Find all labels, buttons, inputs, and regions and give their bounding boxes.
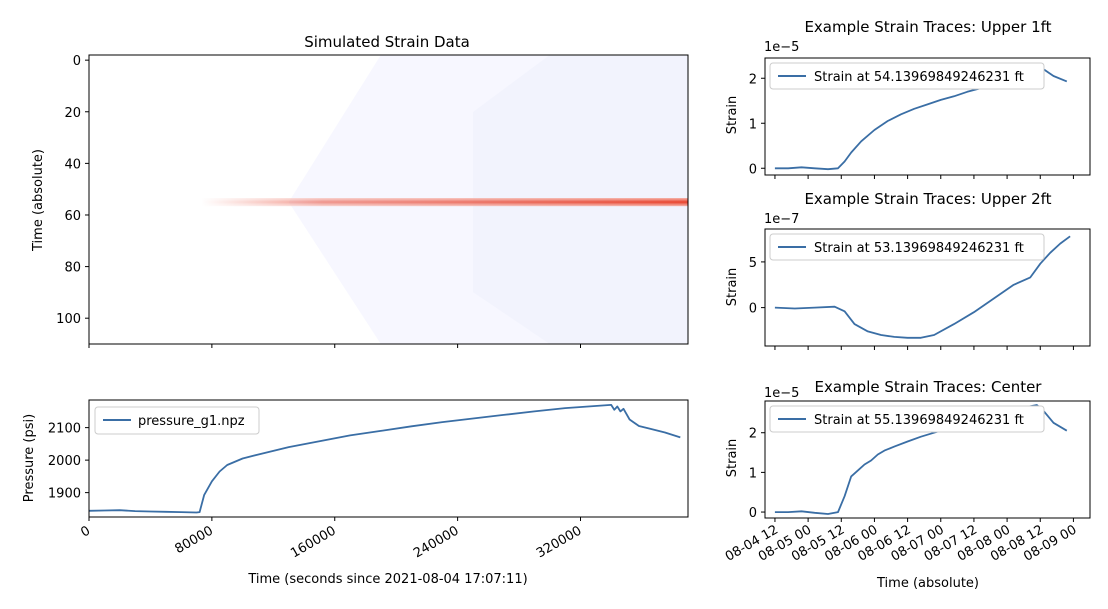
heatmap-panel: Simulated Strain Data Time (absolute) 0 2…: [31, 33, 689, 348]
trace-upper-2ft-y-tick-label: 5: [749, 256, 757, 271]
pressure-plot-area: [88, 399, 689, 518]
trace-center-title: Example Strain Traces: Center: [815, 378, 1043, 396]
heatmap-strain-band-shade: [201, 198, 688, 207]
heatmap-x-ticks: [88, 344, 581, 348]
pressure-frame: [88, 399, 689, 518]
pressure-y-ticks: 1900 2000 2100: [48, 422, 89, 502]
heatmap-y-tick-label: 40: [64, 157, 81, 172]
trace-upper-1ft-y-tick-label: 2: [749, 72, 757, 87]
trace-panel-upper-1ft: Example Strain Traces: Upper 1ft 1e−5 St…: [725, 18, 1091, 177]
heatmap-y-tick-label: 0: [73, 54, 81, 69]
pressure-x-tick-label: 160000: [288, 523, 338, 561]
pressure-x-ticks: 0 80000 160000 240000 320000: [78, 517, 584, 561]
heatmap-y-tick-label: 60: [64, 209, 81, 224]
pressure-y-tick-label: 2100: [48, 422, 81, 437]
trace-upper-2ft-ylabel: Strain: [725, 268, 740, 307]
trace-upper-1ft-legend: Strain at 54.13969849246231 ft: [769, 62, 1045, 90]
trace-upper-2ft-legend-label: Strain at 53.13969849246231 ft: [814, 241, 1024, 256]
pressure-ylabel: Pressure (psi): [22, 414, 37, 502]
trace-upper-1ft-y-tick-label: 0: [749, 162, 757, 177]
heatmap-frame: [88, 54, 689, 345]
trace-center-legend: Strain at 55.13969849246231 ft: [769, 405, 1045, 433]
pressure-series-line: [88, 404, 681, 514]
trace-upper-1ft-offset: 1e−5: [764, 40, 799, 55]
trace-upper-2ft-offset: 1e−7: [764, 212, 799, 227]
trace-upper-1ft-ylabel: Strain: [725, 96, 740, 135]
trace-upper-2ft-y-ticks: 05: [749, 256, 765, 317]
pressure-x-tick-label: 240000: [411, 523, 461, 561]
heatmap-y-tick-label: 20: [64, 106, 81, 121]
trace-upper-1ft-y-tick-label: 1: [749, 117, 757, 132]
trace-upper-2ft-series-line: [774, 235, 1071, 339]
trace-center-y-ticks: 0 1 2: [749, 427, 765, 521]
pressure-legend: pressure_g1.npz: [94, 406, 260, 435]
trace-upper-2ft-x-ticks: [774, 346, 1074, 350]
trace-upper-1ft-frame: [764, 57, 1091, 176]
heatmap-y-tick-label: 80: [64, 261, 81, 276]
heatmap-ylabel: Time (absolute): [31, 149, 46, 252]
pressure-panel: Pressure (psi) Time (seconds since 2021-…: [22, 399, 689, 587]
trace-center-ylabel: Strain: [725, 439, 740, 478]
trace-upper-2ft-y-tick-label: 0: [749, 302, 757, 317]
trace-upper-1ft-title: Example Strain Traces: Upper 1ft: [804, 18, 1051, 36]
trace-center-frame: [764, 400, 1091, 519]
pressure-x-tick-label: 320000: [534, 523, 584, 561]
heatmap-y-ticks: 0 20 40 60 80 100: [56, 54, 89, 327]
pressure-x-tick-label: 0: [78, 523, 93, 540]
trace-center-y-tick-label: 0: [749, 506, 757, 521]
trace-center-offset: 1e−5: [764, 386, 799, 401]
trace-panel-center: Example Strain Traces: Center 1e−5 Strai…: [723, 378, 1091, 591]
pressure-xlabel: Time (seconds since 2021-08-04 17:07:11): [247, 572, 527, 587]
heatmap-y-tick-label: 100: [56, 312, 81, 327]
heatmap-title: Simulated Strain Data: [304, 33, 470, 51]
trace-center-y-tick-label: 1: [749, 466, 757, 481]
heatmap-plot-area: [88, 54, 689, 345]
trace-upper-1ft-x-ticks: [774, 175, 1074, 179]
pressure-legend-label: pressure_g1.npz: [138, 414, 245, 429]
trace-center-y-tick-label: 2: [749, 427, 757, 442]
pressure-x-tick-label: 80000: [173, 523, 216, 557]
trace-panel-upper-2ft: Example Strain Traces: Upper 2ft 1e−7 St…: [725, 190, 1091, 347]
pressure-y-tick-label: 1900: [48, 487, 81, 502]
trace-center-xlabel: Time (absolute): [876, 576, 979, 591]
pressure-y-tick-label: 2000: [48, 454, 81, 469]
trace-center-legend-label: Strain at 55.13969849246231 ft: [814, 413, 1024, 428]
trace-upper-1ft-legend-label: Strain at 54.13969849246231 ft: [814, 70, 1024, 85]
trace-upper-2ft-legend: Strain at 53.13969849246231 ft: [769, 233, 1045, 261]
trace-upper-2ft-title: Example Strain Traces: Upper 2ft: [804, 190, 1051, 208]
trace-upper-2ft-frame: [764, 228, 1091, 347]
trace-upper-1ft-y-ticks: 0 1 2: [749, 72, 765, 177]
